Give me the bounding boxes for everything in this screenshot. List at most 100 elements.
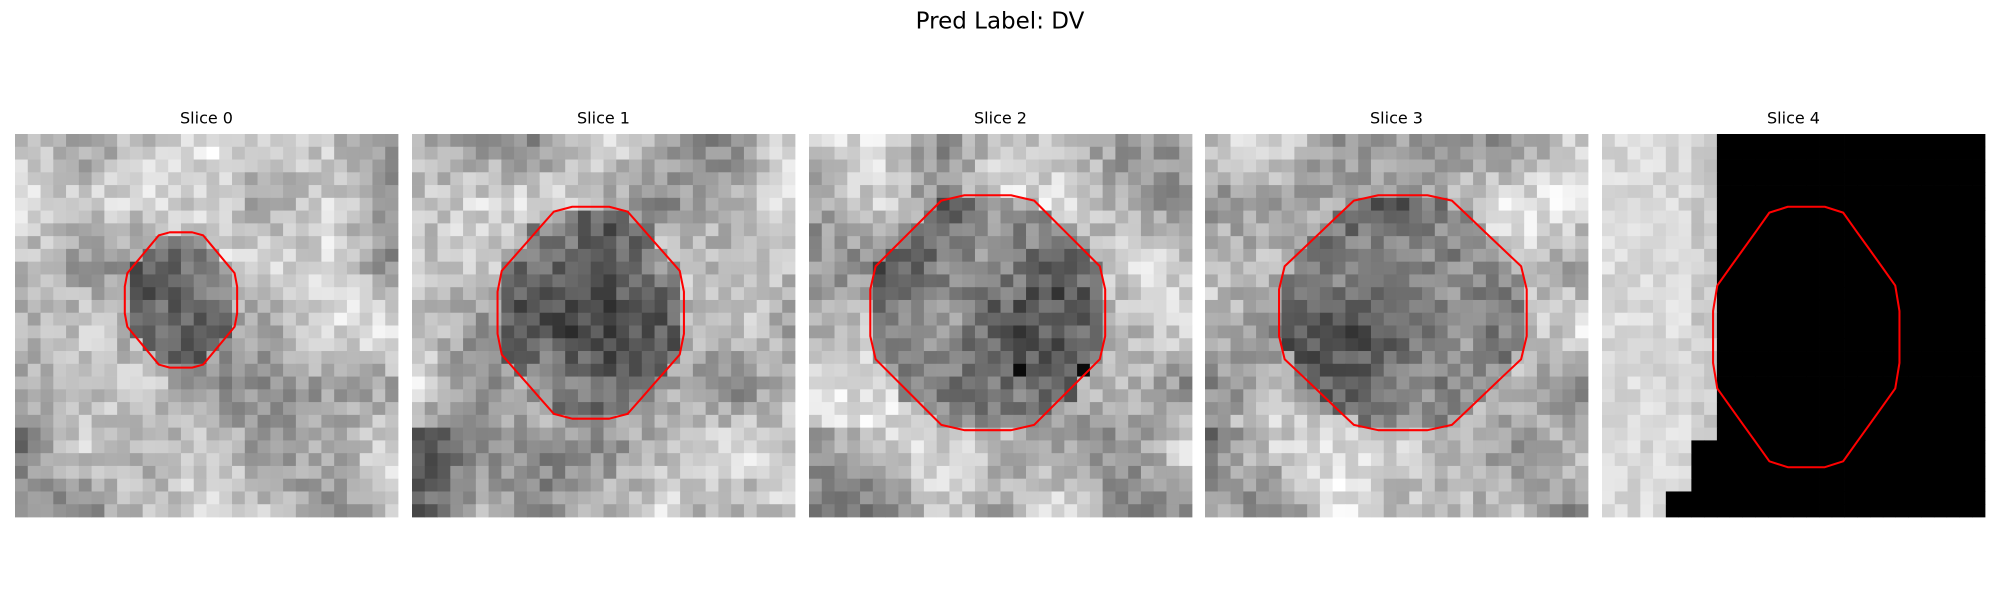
pixel [1013,248,1027,263]
pixel [488,402,502,416]
pixel [1460,491,1474,505]
pixel [1614,159,1628,173]
contour [496,205,685,420]
pixel [1281,504,1295,518]
pixel [1729,465,1743,480]
pixel [769,261,783,275]
pixel [680,478,694,492]
pixel [1819,414,1833,429]
pixel [1704,504,1718,518]
pixel [1882,376,1897,390]
pixel [40,402,54,416]
pixel [283,478,297,492]
pixel [987,210,1001,224]
pixel [412,312,426,326]
pixel [1908,325,1922,339]
pixel [1038,312,1052,326]
pixel [1704,287,1718,301]
pixel [1602,197,1616,211]
pixel [1678,427,1692,441]
pixel [1102,146,1116,160]
pixel [756,299,770,314]
pixel [809,312,823,326]
pixel [475,504,489,518]
pixel [987,274,1001,288]
pixel [129,427,144,441]
pixel [1716,210,1731,224]
pixel [616,248,630,263]
pixel [680,146,694,160]
pixel [936,210,950,224]
pixel [91,210,105,224]
pixel [142,159,156,173]
pixel [1742,478,1756,492]
pixel [1370,248,1385,263]
pixel [667,172,681,186]
pixel [949,287,963,301]
pixel [283,351,297,365]
pixel [705,504,719,518]
pixel [603,134,617,148]
pixel [1128,172,1142,186]
pixel [821,185,835,199]
pixel [1498,248,1512,263]
pixel [1549,172,1563,186]
pixel [1422,351,1436,365]
pixel [1422,414,1436,429]
pixel [321,376,335,390]
pixel [731,312,745,326]
pixel [1870,325,1884,339]
pixel [1716,325,1731,339]
pixel [1013,223,1027,237]
pixel [1179,287,1193,301]
pixel [1946,414,1960,429]
pixel [219,261,233,275]
pixel [1051,389,1065,403]
pixel [1332,389,1346,403]
pixel [1140,453,1155,467]
pixel [40,185,54,199]
pixel [1460,274,1474,288]
pixel [756,440,770,454]
pixel [1447,159,1461,173]
pixel [1294,197,1308,211]
pixel [667,185,681,199]
pixel [66,197,80,211]
pixel [987,312,1001,326]
pixel [168,261,182,275]
pixel [1665,299,1679,314]
pixel [1281,465,1295,480]
pixel [885,325,899,339]
pixel [1243,197,1257,211]
pixel [385,223,399,237]
pixel [1294,478,1308,492]
pixel [898,338,912,352]
pixel [692,325,707,339]
pixel [1767,287,1782,301]
pixel [1422,338,1436,352]
pixel [1396,274,1410,288]
pixel [475,287,489,301]
pixel [1524,414,1538,429]
pixel [705,465,719,480]
pixel [1473,312,1487,326]
pixel [603,223,617,237]
pixel [974,299,989,314]
pixel [1396,134,1410,148]
pixel [501,312,515,326]
pixel [1908,504,1922,518]
pixel [1102,363,1116,377]
pixel [244,287,258,301]
pixel [78,274,92,288]
pixel [743,134,758,148]
pixel [1230,402,1244,416]
pixel [1870,351,1884,365]
pixel [1716,146,1731,160]
pixel [1383,261,1397,275]
pixel [1665,504,1679,518]
pixel [283,248,297,263]
pixel [1972,261,1986,275]
pixel [1793,146,1807,160]
pixel [321,274,335,288]
pixel [1166,248,1180,263]
